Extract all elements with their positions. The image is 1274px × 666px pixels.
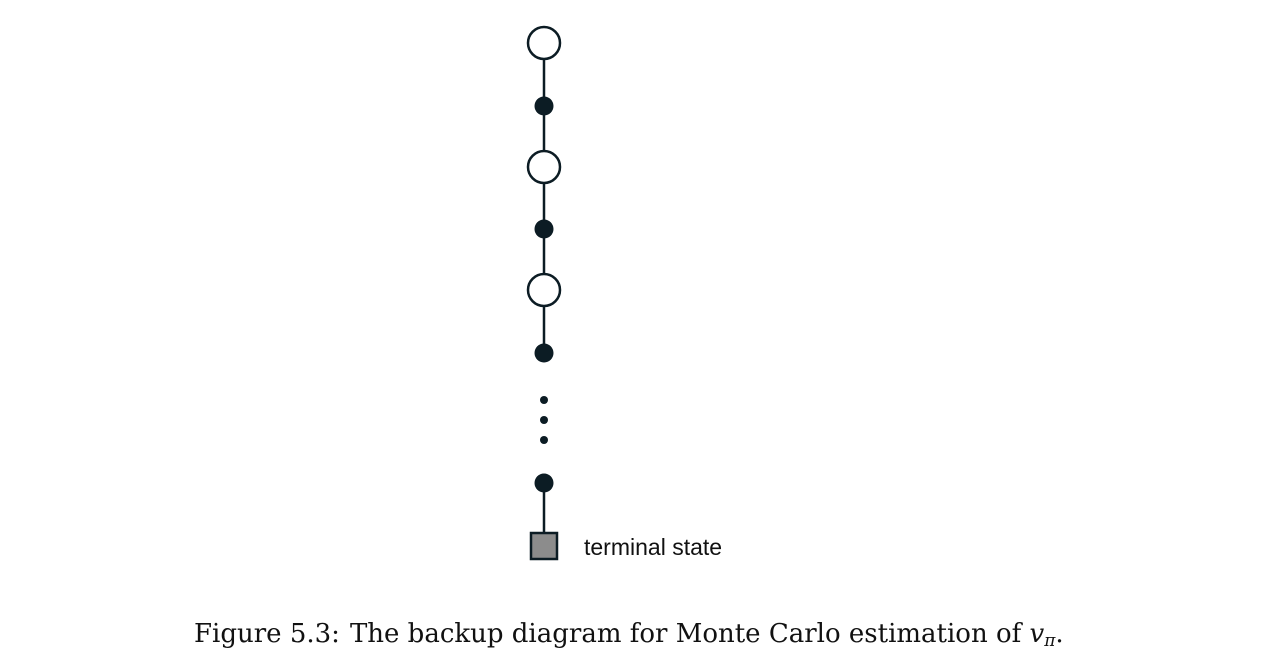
caption-math-subscript: π	[1044, 631, 1056, 651]
figure-number: Figure 5.3:	[194, 619, 340, 649]
action-node	[534, 473, 554, 493]
ellipsis-dot	[540, 396, 548, 404]
terminal-state-node	[529, 531, 559, 561]
terminal-state-label: terminal state	[584, 534, 723, 560]
ellipsis-dot	[540, 436, 548, 444]
figure-caption: Figure 5.3: The backup diagram for Monte …	[194, 614, 1064, 654]
caption-trailing: .	[1055, 619, 1064, 649]
ellipsis-dot	[540, 416, 548, 424]
state-node	[526, 25, 562, 61]
action-node	[534, 96, 554, 116]
state-node	[526, 272, 562, 308]
action-node	[534, 343, 554, 363]
state-node	[526, 149, 562, 185]
caption-text: The backup diagram for Monte Carlo estim…	[349, 619, 1022, 649]
caption-math-symbol: v	[1029, 619, 1045, 649]
backup-diagram	[526, 25, 562, 561]
action-node	[534, 219, 554, 239]
